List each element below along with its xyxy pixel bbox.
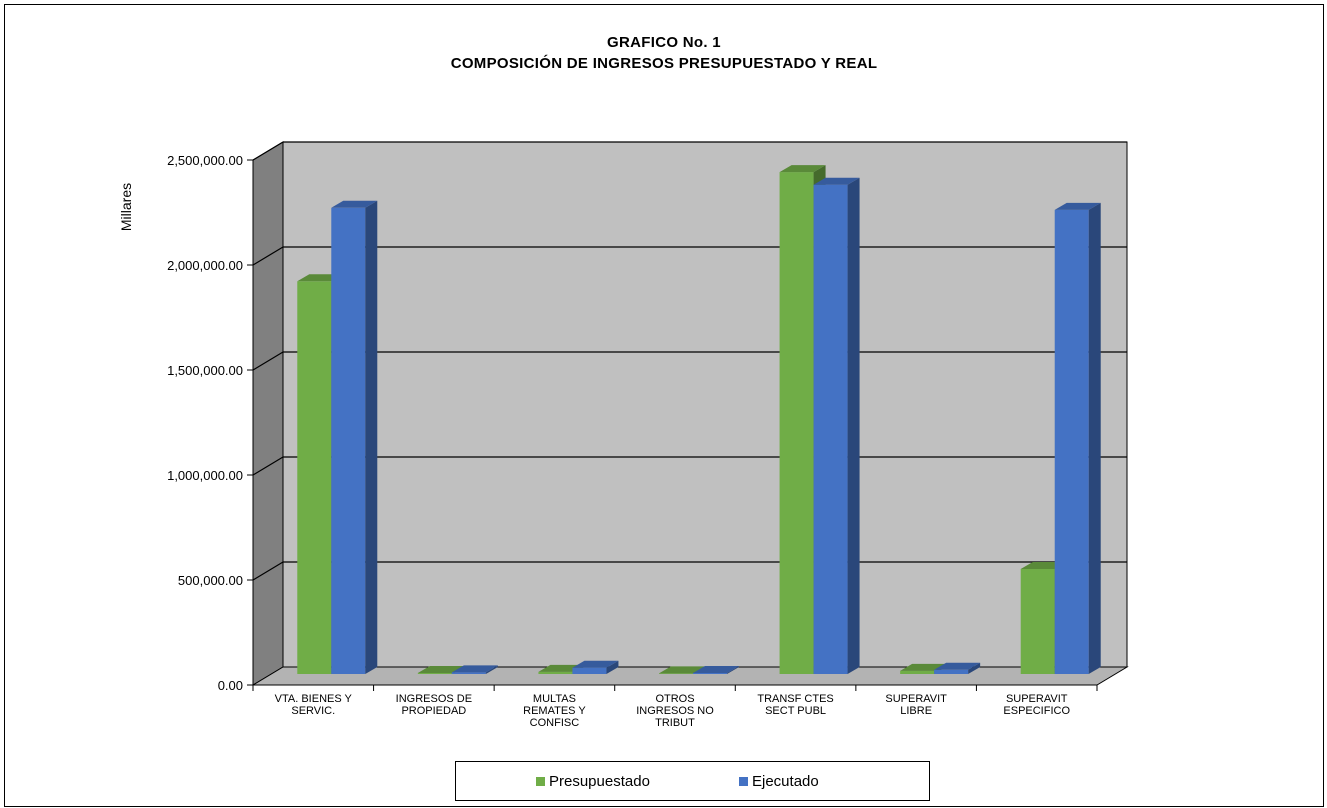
y-tick-label: 1,500,000.00 [167, 363, 243, 378]
bar-ejecutado [1054, 209, 1089, 674]
x-tick-label: SERVIC. [291, 705, 335, 717]
bar-top-ejecutado [331, 200, 378, 208]
x-tick-label: REMATES Y [523, 705, 586, 717]
x-tick-label: SECT PUBL [765, 705, 826, 717]
legend-item-presupuestado: Presupuestado [536, 773, 650, 790]
x-tick-label: SUPERAVIT [885, 693, 947, 705]
x-tick-label: VTA. BIENES Y [275, 693, 353, 705]
bar-ejecutado [934, 669, 969, 674]
bar-side-ejecutado [1088, 202, 1101, 674]
x-tick-label: TRIBUT [655, 717, 695, 729]
bar-presupuestado [1020, 569, 1055, 674]
chart-title-line2: COMPOSICIÓN DE INGRESOS PRESUPUESTADO Y … [450, 55, 878, 72]
bar-top-ejecutado [1054, 202, 1101, 210]
bar-presupuestado [538, 671, 573, 674]
x-tick-label: TRANSF CTES [757, 693, 833, 705]
x-tick-label: ESPECIFICO [1003, 705, 1070, 717]
bar-top-presupuestado [659, 666, 705, 674]
y-tick-label: 500,000.00 [178, 573, 243, 588]
gridline-side [252, 246, 284, 266]
y-tick-label: 0.00 [218, 678, 243, 693]
bar-top-ejecutado [693, 665, 739, 673]
bar-side-ejecutado [968, 662, 981, 674]
bar-top-ejecutado [451, 665, 498, 673]
bar-presupuestado [900, 670, 935, 674]
y-axis-label: Millares [118, 183, 134, 231]
legend-label-ejecutado: Ejecutado [752, 773, 819, 790]
x-tick-label: MULTAS [533, 693, 576, 705]
bar-side-ejecutado [485, 665, 498, 674]
legend-label-presupuestado: Presupuestado [549, 773, 650, 790]
legend-item-ejecutado: Ejecutado [739, 773, 819, 790]
bar-side-ejecutado [847, 177, 860, 674]
bar-top-presupuestado [900, 663, 947, 671]
y-tick-label: 2,000,000.00 [167, 258, 243, 273]
bar-presupuestado [659, 673, 693, 674]
bar-presupuestado [779, 172, 814, 674]
x-tick-label: CONFISC [530, 717, 580, 729]
bar-top-ejecutado [572, 660, 619, 668]
y-tick-label: 1,000,000.00 [167, 468, 243, 483]
bar-presupuestado [417, 672, 452, 674]
gridline-side [252, 456, 284, 476]
bar-ejecutado [693, 672, 727, 674]
chart-legend: Presupuestado Ejecutado [455, 761, 930, 801]
y-tick-label: 2,500,000.00 [167, 153, 243, 168]
legend-swatch-presupuestado [536, 777, 545, 786]
gridline-side [252, 351, 284, 371]
bar-ejecutado [451, 672, 486, 674]
bar-top-presupuestado [417, 665, 464, 673]
bar-ejecutado [331, 207, 366, 675]
bar-side-ejecutado [365, 200, 378, 675]
gridline-side [252, 141, 284, 161]
gridline-side [252, 561, 284, 581]
chart-side-wall [252, 141, 284, 686]
x-tick-label: PROPIEDAD [401, 705, 466, 717]
chart-title-line1: GRAFICO No. 1 [607, 34, 721, 51]
bar-top-ejecutado [813, 177, 860, 185]
bar-side-ejecutado [727, 665, 739, 674]
legend-swatch-ejecutado [739, 777, 748, 786]
x-tick-label: OTROS [655, 693, 694, 705]
bar-ejecutado [572, 667, 607, 674]
x-tick-label: INGRESOS NO [636, 705, 714, 717]
bar-presupuestado [297, 281, 332, 674]
bar-ejecutado [813, 184, 848, 674]
x-tick-label: SUPERAVIT [1006, 693, 1068, 705]
x-tick-label: INGRESOS DE [396, 693, 472, 705]
x-tick-label: LIBRE [900, 705, 932, 717]
bar-top-presupuestado [779, 165, 826, 173]
bar-top-ejecutado [934, 662, 981, 670]
chart-back-wall [282, 141, 1128, 668]
bar-side-ejecutado [606, 660, 619, 674]
